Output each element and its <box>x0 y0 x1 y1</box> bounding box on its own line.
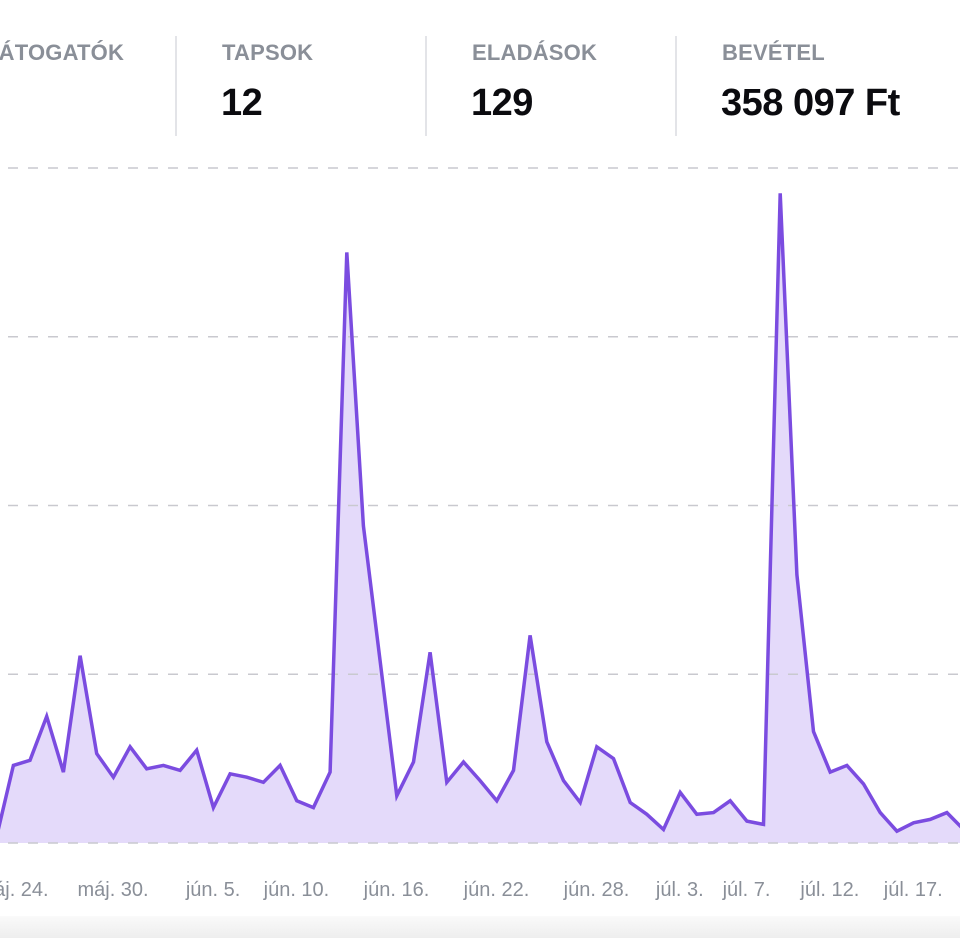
x-tick-label: júl. 7. <box>722 879 771 901</box>
stats-bar: LÁTOGATÓK TAPSOK 12 ELADÁSOK 129 BEVÉTEL… <box>0 0 960 150</box>
series-line <box>0 193 960 834</box>
stat-label-visitors: LÁTOGATÓK <box>0 40 125 65</box>
x-tick-label: júl. 17. <box>883 879 943 901</box>
bottom-scroll-edge <box>0 916 960 938</box>
stat-value-claps: 12 <box>221 82 263 124</box>
stat-label-claps: TAPSOK <box>222 40 314 65</box>
x-tick-label: jún. 5. <box>185 879 240 901</box>
x-tick-label: jún. 16. <box>363 879 430 901</box>
x-tick-label: júl. 3. <box>655 879 704 901</box>
stat-value-revenue: 358 097 Ft <box>721 82 900 124</box>
x-tick-label: jún. 10. <box>263 879 330 901</box>
divider <box>425 36 427 136</box>
x-tick-label: máj. 24. <box>0 879 49 901</box>
divider <box>675 36 677 136</box>
x-tick-label: jún. 28. <box>563 879 630 901</box>
x-tick-label: máj. 30. <box>77 879 148 901</box>
divider <box>175 36 177 136</box>
x-tick-label: jún. 22. <box>463 879 530 901</box>
x-tick-label: júl. 12. <box>799 879 859 901</box>
stat-value-sales: 129 <box>471 82 533 124</box>
stat-label-sales: ELADÁSOK <box>472 40 598 65</box>
stat-label-revenue: BEVÉTEL <box>722 40 825 65</box>
area-fill <box>0 193 960 843</box>
